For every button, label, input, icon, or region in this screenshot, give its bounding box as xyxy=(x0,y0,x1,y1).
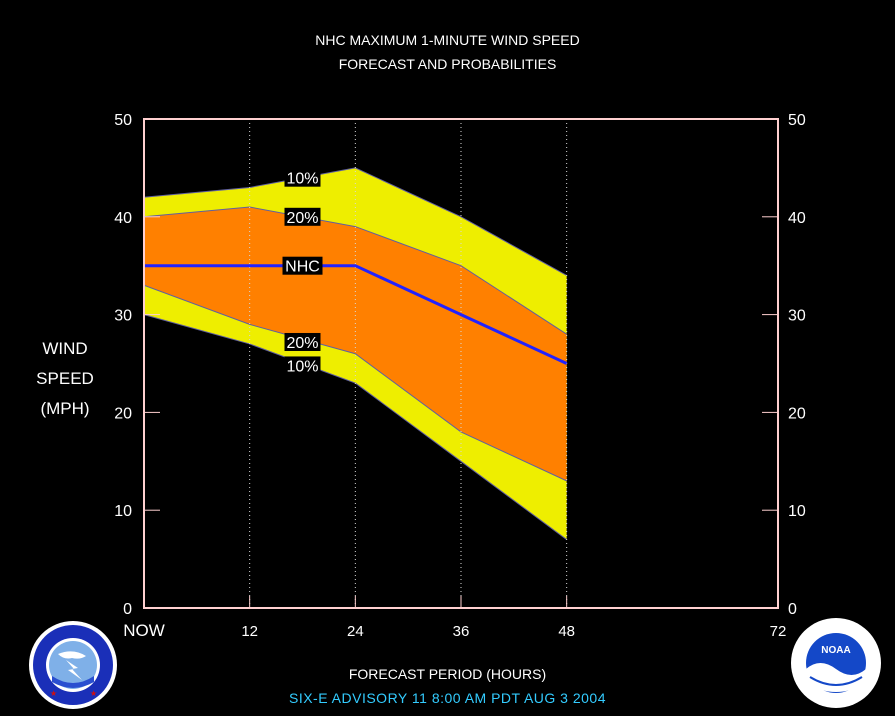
chart-title-line1: NHC MAXIMUM 1-MINUTE WIND SPEED xyxy=(315,32,580,48)
band-edge-upper-20 xyxy=(143,206,567,335)
y-tick-label-left-50: 50 xyxy=(114,112,132,129)
nws-logo: ★ ★ xyxy=(29,621,117,709)
svg-text:★: ★ xyxy=(50,689,57,698)
x-tick-label-0: NOW xyxy=(123,621,165,640)
band-label-3: 20% xyxy=(286,335,318,352)
band-label-box-1 xyxy=(284,207,321,226)
band-label-box-4 xyxy=(284,356,321,375)
y-axis-label-speed: SPEED xyxy=(36,369,94,388)
noaa-logo-text: NOAA xyxy=(821,645,850,656)
band-label-2: NHC xyxy=(285,259,320,276)
y-axis-label-mph: (MPH) xyxy=(40,399,90,418)
y-tick-label-right-50: 50 xyxy=(788,112,806,129)
chart-title-line2: FORECAST AND PROBABILITIES xyxy=(338,56,557,72)
band-edge-lower-20 xyxy=(143,284,567,482)
y-tick-label-right-30: 30 xyxy=(788,308,806,325)
y-tick-label-right-10: 10 xyxy=(788,503,806,520)
x-tick-label-12: 12 xyxy=(241,623,258,640)
nhc-forecast-line xyxy=(144,264,568,365)
y-tick-label-left-10: 10 xyxy=(114,503,132,520)
y-tick-label-right-0: 0 xyxy=(788,601,797,618)
band-label-4: 10% xyxy=(286,358,318,375)
y-axis-label-wind: WIND xyxy=(42,339,88,358)
y-tick-label-left-40: 40 xyxy=(114,210,132,227)
x-tick-label-48: 48 xyxy=(558,623,575,640)
x-tick-label-72: 72 xyxy=(770,623,787,640)
x-tick-label-24: 24 xyxy=(347,623,364,640)
band-label-box-0 xyxy=(284,168,321,187)
y-tick-label-left-0: 0 xyxy=(123,601,132,618)
x-tick-label-36: 36 xyxy=(453,623,470,640)
y-tick-label-left-20: 20 xyxy=(114,405,132,422)
band-label-0: 10% xyxy=(286,171,318,188)
svg-text:★: ★ xyxy=(90,689,97,698)
y-tick-label-right-40: 40 xyxy=(788,210,806,227)
band-label-1: 20% xyxy=(286,210,318,227)
advisory-line: SIX-E ADVISORY 11 8:00 AM PDT AUG 3 2004 xyxy=(288,690,606,706)
band-label-box-2 xyxy=(282,256,323,275)
noaa-logo: NOAA xyxy=(791,618,881,708)
x-axis-label: FORECAST PERIOD (HOURS) xyxy=(348,666,547,682)
y-tick-label-right-20: 20 xyxy=(788,405,806,422)
y-tick-label-left-30: 30 xyxy=(114,308,132,325)
band-label-box-3 xyxy=(284,332,321,351)
